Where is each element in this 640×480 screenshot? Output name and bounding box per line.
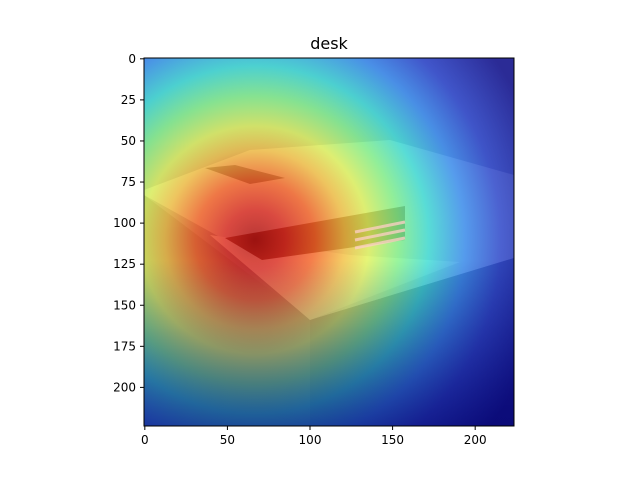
y-tick-label: 175 xyxy=(113,339,136,353)
chart-title: desk xyxy=(310,34,348,53)
y-tick-label: 0 xyxy=(128,52,136,66)
paper-stack xyxy=(354,220,406,250)
x-tick-label: 100 xyxy=(299,433,322,447)
x-axis-ticks: 0 50 100 150 200 xyxy=(141,426,487,447)
y-tick-label: 150 xyxy=(113,298,136,312)
y-tick-label: 125 xyxy=(113,257,136,271)
y-tick-label: 50 xyxy=(121,134,136,148)
x-tick-label: 200 xyxy=(464,433,487,447)
y-tick-label: 75 xyxy=(121,175,136,189)
y-tick-label: 100 xyxy=(113,216,136,230)
x-tick-label: 0 xyxy=(141,433,149,447)
x-tick-label: 150 xyxy=(381,433,404,447)
heatmap-image xyxy=(144,58,514,426)
axes-frame xyxy=(143,57,515,427)
y-tick-label: 25 xyxy=(121,93,136,107)
bottom-shade xyxy=(144,58,514,426)
y-tick-label: 200 xyxy=(113,380,136,394)
y-axis-ticks: 0 25 50 75 100 125 150 175 200 xyxy=(113,52,144,394)
x-tick-label: 50 xyxy=(220,433,235,447)
